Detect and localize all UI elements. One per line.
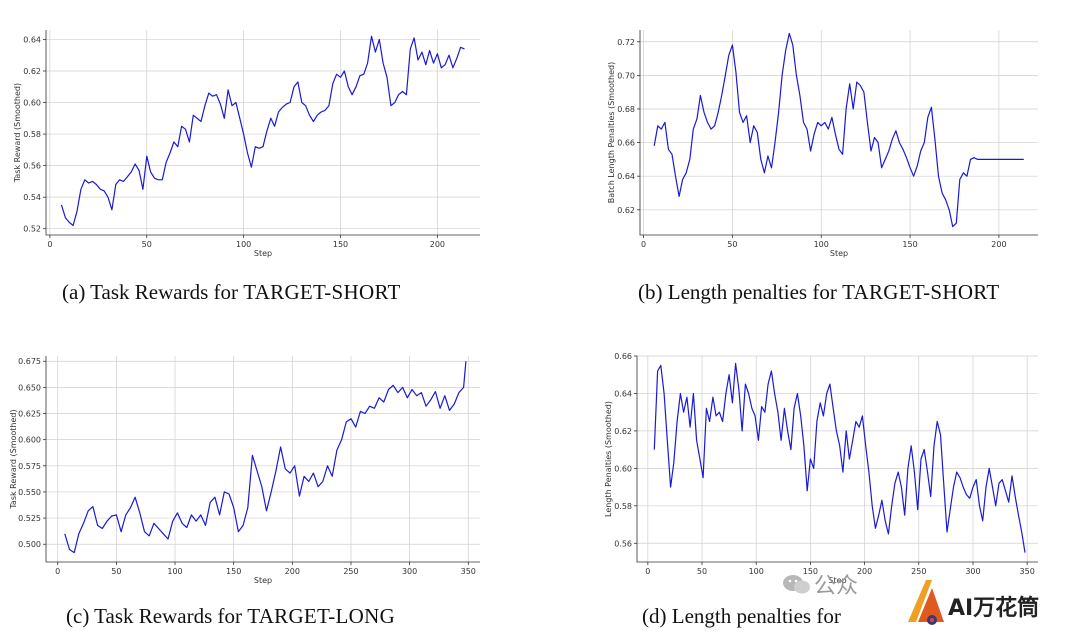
watermark-faded-text: 公众: [814, 574, 859, 599]
y-tick-label: 0.64: [614, 389, 632, 398]
y-tick-label: 0.56: [23, 162, 41, 171]
caption-a: (a) Task Rewards for TARGET-SHORT: [62, 280, 401, 305]
y-tick-label: 0.62: [614, 427, 632, 436]
chart-panel-c: 0 50 100 150 200 250 300 350 0.500 0.525 0.550 0.57…: [0, 340, 520, 590]
x-tick-label: 0: [47, 240, 52, 249]
axis-lines: [639, 30, 1038, 236]
y-tick-label: 0.62: [23, 67, 41, 76]
axis-lines: [636, 356, 1038, 563]
x-axis-label: Step: [254, 249, 272, 258]
y-tick-label: 0.60: [614, 464, 632, 473]
caption-c-prefix: (c) Task Rewards for: [66, 604, 248, 628]
x-tick-label: 0: [55, 567, 60, 576]
x-tick-label: 300: [965, 567, 980, 576]
y-tick-label: 0.550: [18, 488, 41, 497]
series-line: [653, 32, 1024, 228]
y-tick-label: 0.70: [617, 71, 635, 80]
y-axis-label: Batch Length Penalties (Smoothed): [607, 62, 616, 203]
x-tick-label: 250: [343, 567, 358, 576]
caption-a-prefix: (a) Task Rewards for: [62, 280, 244, 304]
caption-c-name: TARGET-LONG: [247, 604, 396, 628]
wechat-icon: [783, 575, 810, 594]
x-tick-label: 200: [991, 240, 1006, 249]
y-axis-label: Task Reward (Smoothed): [9, 409, 18, 509]
y-tick-label: 0.64: [617, 172, 635, 181]
chart-b-plot: 0 50 100 150 200 0.62 0.64 0.66 0.68 0.70 0.72 Step…: [607, 30, 1038, 258]
y-tick-label: 0.62: [617, 206, 635, 215]
x-tick-label: 200: [857, 567, 872, 576]
x-tick-label: 350: [461, 567, 476, 576]
caption-a-name: TARGET-SHORT: [243, 280, 401, 304]
chart-panel-b: 0 50 100 150 200 0.62 0.64 0.66 0.68 0.70 0.72 Step…: [560, 0, 1080, 270]
y-tick-label: 0.625: [18, 410, 41, 419]
x-tick-label: 50: [142, 240, 152, 249]
x-axis-label: Step: [830, 249, 848, 258]
y-tick-label: 0.66: [614, 352, 632, 361]
y-tick-label: 0.650: [18, 383, 41, 392]
series-line: [64, 361, 467, 554]
x-tick-label: 100: [749, 567, 764, 576]
caption-c: (c) Task Rewards for TARGET-LONG: [66, 604, 395, 629]
x-tick-label: 50: [111, 567, 121, 576]
chart-c-plot: 0 50 100 150 200 250 300 350 0.500 0.525 0.550 0.57…: [9, 356, 480, 585]
y-tick-label: 0.52: [23, 225, 41, 234]
y-axis-label: Length Penalties (Smoothed): [604, 401, 613, 517]
y-tick-label: 0.72: [617, 38, 635, 47]
y-tick-label: 0.54: [23, 193, 41, 202]
x-tick-label: 350: [1020, 567, 1035, 576]
x-tick-label: 0: [645, 567, 650, 576]
y-tick-label: 0.68: [617, 105, 635, 114]
y-tick-label: 0.525: [18, 514, 41, 523]
x-tick-label: 100: [167, 567, 182, 576]
x-tick-label: 150: [333, 240, 348, 249]
x-tick-label: 300: [402, 567, 417, 576]
y-axis-label: Task Reward (Smoothed): [13, 83, 22, 183]
caption-b-prefix: (b) Length penalties for: [638, 280, 843, 304]
caption-d: (d) Length penalties for: [642, 604, 841, 629]
x-tick-label: 100: [236, 240, 251, 249]
y-tick-label: 0.675: [18, 357, 41, 366]
y-tick-label: 0.575: [18, 462, 41, 471]
series-line: [653, 362, 1026, 553]
caption-b-name: TARGET-SHORT: [842, 280, 1000, 304]
x-tick-label: 0: [641, 240, 646, 249]
watermark-brand-text: AI万花筒: [948, 596, 1040, 621]
y-tick-label: 0.600: [18, 436, 41, 445]
y-tick-label: 0.500: [18, 540, 41, 549]
brand-logo-icon: [908, 580, 944, 625]
y-tick-label: 0.58: [23, 130, 41, 139]
y-tick-label: 0.64: [23, 35, 41, 44]
x-tick-label: 150: [226, 567, 241, 576]
y-tick-label: 0.66: [617, 139, 635, 148]
series-line: [60, 35, 465, 227]
x-tick-label: 150: [902, 240, 917, 249]
y-tick-label: 0.58: [614, 502, 632, 511]
axis-lines: [45, 30, 480, 236]
x-axis-label: Step: [828, 576, 846, 585]
x-tick-label: 50: [697, 567, 707, 576]
chart-d-plot: 0 50 100 150 200 250 300 350 0.56 0.58 0.60 0.62 0.6…: [604, 352, 1038, 585]
x-tick-label: 150: [803, 567, 818, 576]
x-tick-label: 200: [285, 567, 300, 576]
y-tick-label: 0.56: [614, 539, 632, 548]
x-axis-label: Step: [254, 576, 272, 585]
caption-d-prefix: (d) Length penalties for: [642, 604, 841, 628]
chart-panel-d: 0 50 100 150 200 250 300 350 0.56 0.58 0.60 0.62 0.6…: [560, 340, 1080, 590]
x-tick-label: 250: [911, 567, 926, 576]
x-tick-label: 100: [814, 240, 829, 249]
y-tick-label: 0.60: [23, 99, 41, 108]
watermark: 公众 AI万花筒: [780, 566, 1080, 632]
caption-b: (b) Length penalties for TARGET-SHORT: [638, 280, 999, 305]
axis-lines: [45, 356, 480, 563]
x-tick-label: 50: [727, 240, 737, 249]
x-tick-label: 200: [430, 240, 445, 249]
chart-panel-a: 0 50 100 150 200 0.52 0.54 0.56 0.58 0.60 0.62 0.64…: [0, 0, 520, 270]
chart-a-plot: 0 50 100 150 200 0.52 0.54 0.56 0.58 0.60 0.62 0.64…: [13, 30, 480, 258]
